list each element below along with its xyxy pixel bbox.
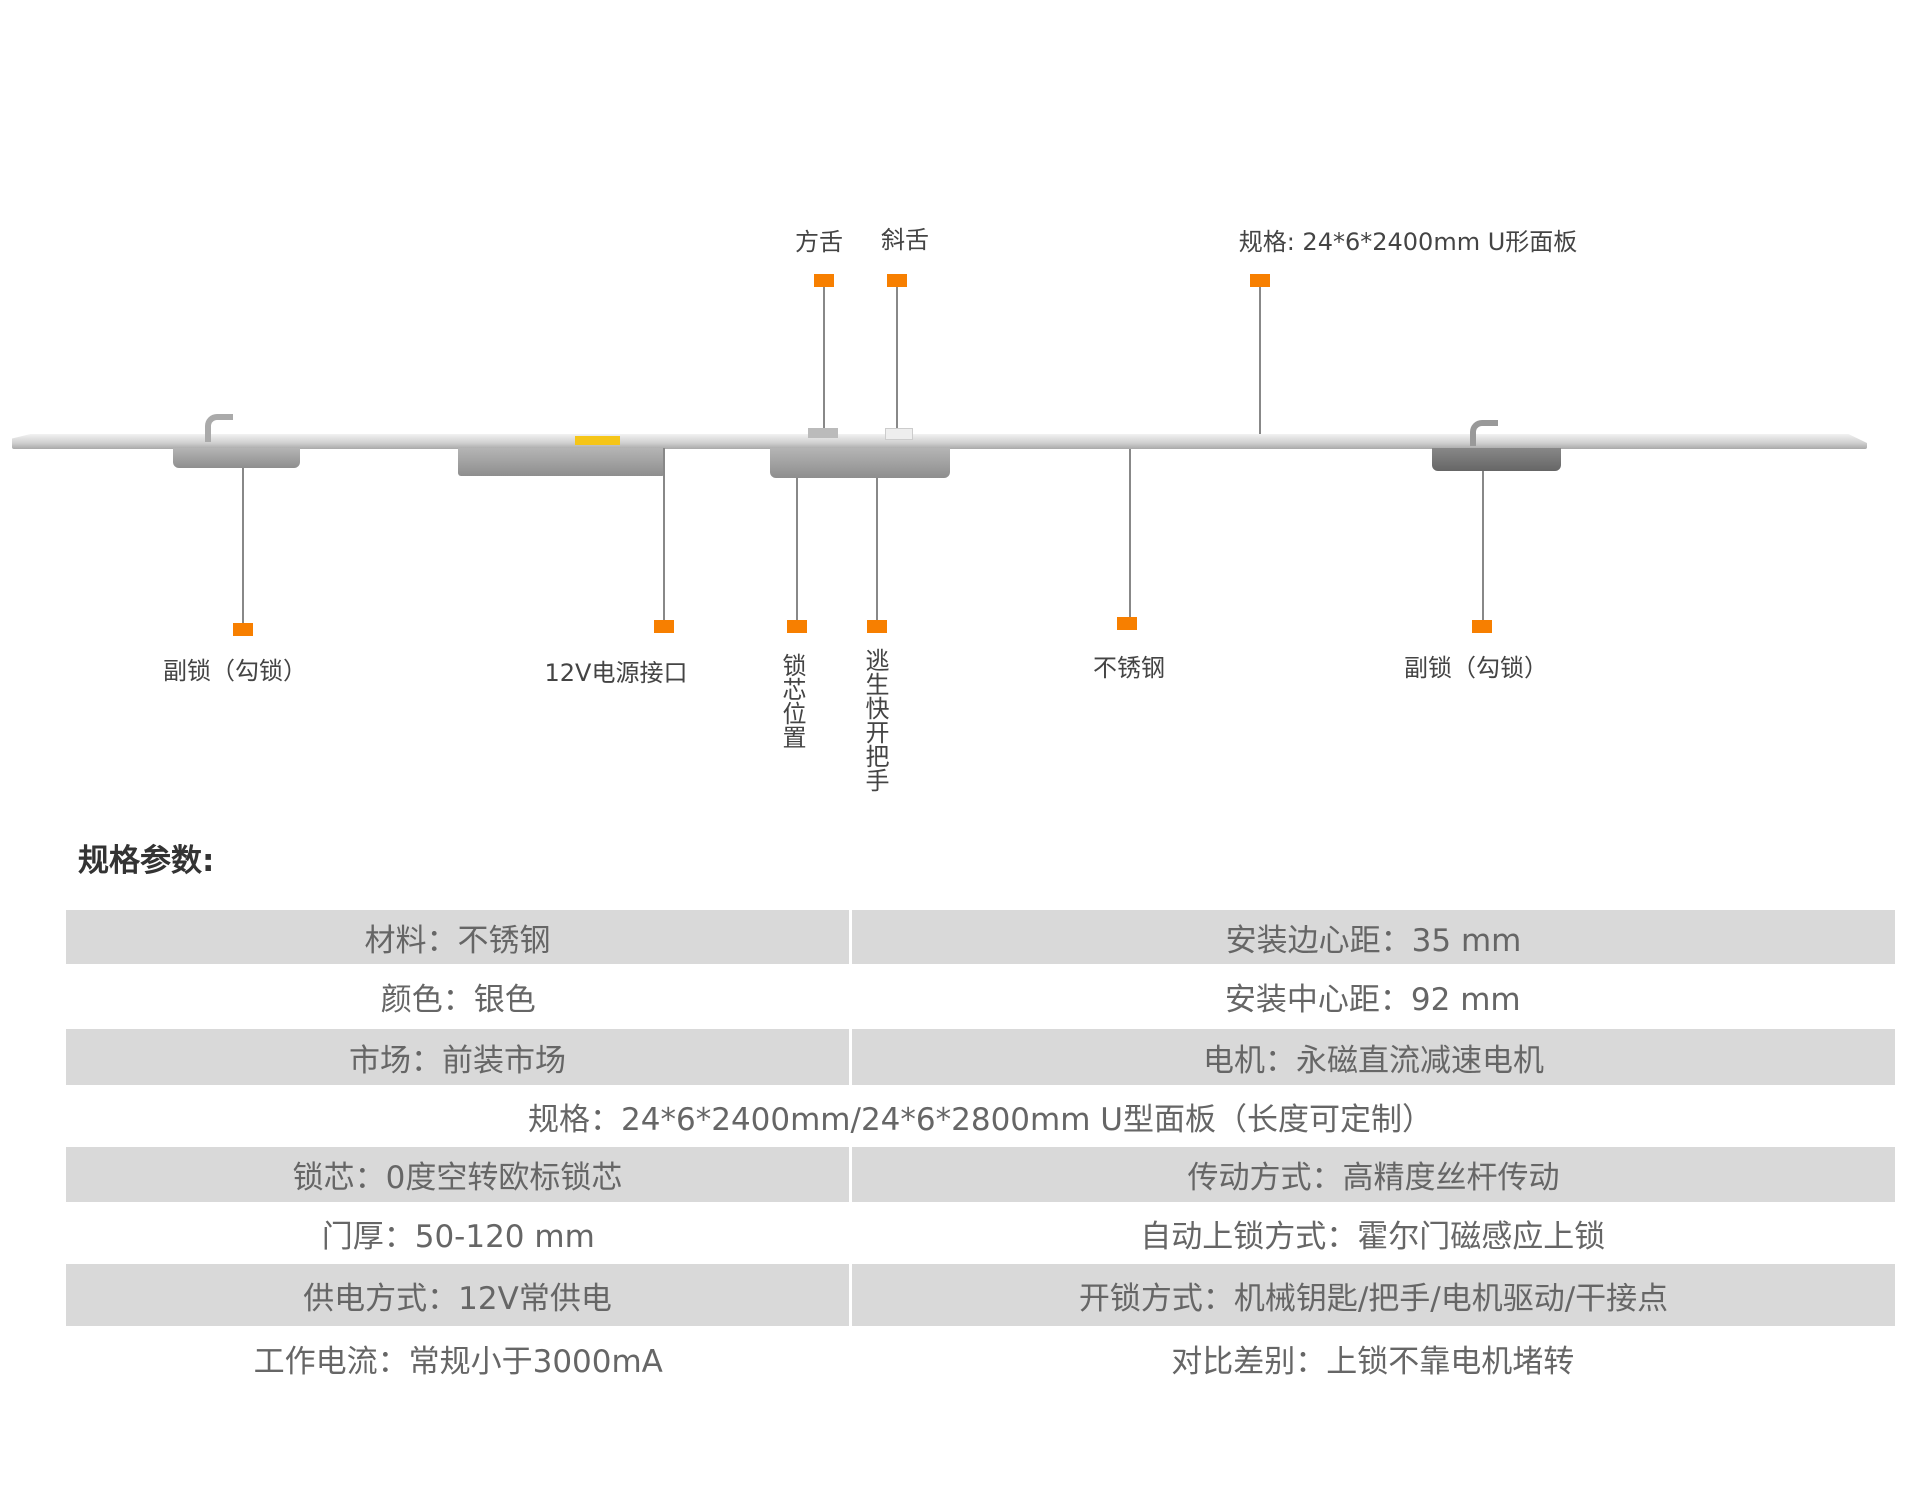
marker <box>1472 620 1492 633</box>
latch-bolt <box>885 428 913 440</box>
cell: 供电方式：12V常供电 <box>66 1264 852 1326</box>
cell: 自动上锁方式：霍尔门磁感应上锁 <box>1140 1218 1606 1255</box>
marker <box>814 274 834 287</box>
table-row: 规格：24*6*2400mm/24*6*2800mm U型面板（长度可定制） <box>66 1085 1895 1147</box>
label-stainless: 不锈钢 <box>1093 654 1165 682</box>
table-row: 门厚：50-120 mm 自动上锁方式：霍尔门磁感应上锁 <box>66 1202 1895 1264</box>
table-row: 材料：不锈钢 安装边心距：35 mm <box>66 910 1895 964</box>
marker <box>887 274 907 287</box>
label-spec: 规格: 24*6*2400mm U形面板 <box>1238 228 1578 256</box>
marker <box>867 620 887 633</box>
cell: 材料：不锈钢 <box>66 910 852 964</box>
label-square-bolt: 方舌 <box>795 228 843 256</box>
label-latch-bolt: 斜舌 <box>881 226 929 254</box>
cell: 规格：24*6*2400mm/24*6*2800mm U型面板（长度可定制） <box>528 1101 1433 1138</box>
cell: 安装边心距：35 mm <box>850 910 1895 964</box>
table-row: 供电方式：12V常供电 开锁方式：机械钥匙/把手/电机驱动/干接点 <box>66 1264 1895 1326</box>
leader-line <box>896 287 898 428</box>
marker <box>654 620 674 633</box>
hook-left <box>205 414 233 442</box>
label-power-port: 12V电源接口 <box>544 659 688 687</box>
marker <box>1250 274 1270 287</box>
cell: 对比差别：上锁不靠电机堵转 <box>1171 1343 1575 1380</box>
label-aux-lock-left: 副锁（勾锁） <box>163 657 307 685</box>
cell: 门厚：50-120 mm <box>321 1218 595 1255</box>
cell: 传动方式：高精度丝杆传动 <box>850 1147 1895 1202</box>
table-row: 工作电流：常规小于3000mA 对比差别：上锁不靠电机堵转 <box>66 1326 1895 1390</box>
aux-hook-lock-right <box>1432 448 1561 471</box>
marker <box>233 623 253 636</box>
hook-right <box>1470 420 1498 446</box>
label-escape-handle: 逃生快开把手 <box>861 648 889 792</box>
square-bolt <box>808 428 838 438</box>
cell: 市场：前装市场 <box>66 1029 852 1085</box>
leader-line <box>876 478 878 620</box>
cell: 锁芯：0度空转欧标锁芯 <box>66 1147 852 1202</box>
aux-hook-lock-left <box>173 448 300 468</box>
spec-table: 材料：不锈钢 安装边心距：35 mm 颜色：银色 安装中心距：92 mm 市场：前装… <box>66 910 1895 1390</box>
cell: 工作电流：常规小于3000mA <box>253 1343 663 1380</box>
power-module <box>458 448 665 476</box>
yellow-label <box>575 436 620 445</box>
leader-line <box>663 448 665 620</box>
leader-line <box>823 287 825 428</box>
cell: 安装中心距：92 mm <box>1224 982 1521 1018</box>
table-row: 市场：前装市场 电机：永磁直流减速电机 <box>66 1029 1895 1085</box>
label-core-position: 锁芯位置 <box>778 653 806 749</box>
leader-line <box>1259 287 1261 434</box>
cell: 颜色：银色 <box>380 982 536 1018</box>
section-title: 规格参数: <box>78 843 215 879</box>
leader-line <box>796 478 798 620</box>
mortise-lock-body <box>770 448 950 478</box>
marker <box>1117 617 1137 630</box>
label-aux-lock-right: 副锁（勾锁） <box>1404 654 1548 682</box>
leader-line <box>1482 471 1484 620</box>
lock-rail-faceplate <box>12 434 1867 449</box>
table-row: 颜色：银色 安装中心距：92 mm <box>66 964 1895 1029</box>
table-row: 锁芯：0度空转欧标锁芯 传动方式：高精度丝杆传动 <box>66 1147 1895 1202</box>
cell: 电机：永磁直流减速电机 <box>850 1029 1895 1085</box>
cell: 开锁方式：机械钥匙/把手/电机驱动/干接点 <box>850 1264 1895 1326</box>
marker <box>787 620 807 633</box>
leader-line <box>242 468 244 623</box>
leader-line <box>1129 449 1131 617</box>
